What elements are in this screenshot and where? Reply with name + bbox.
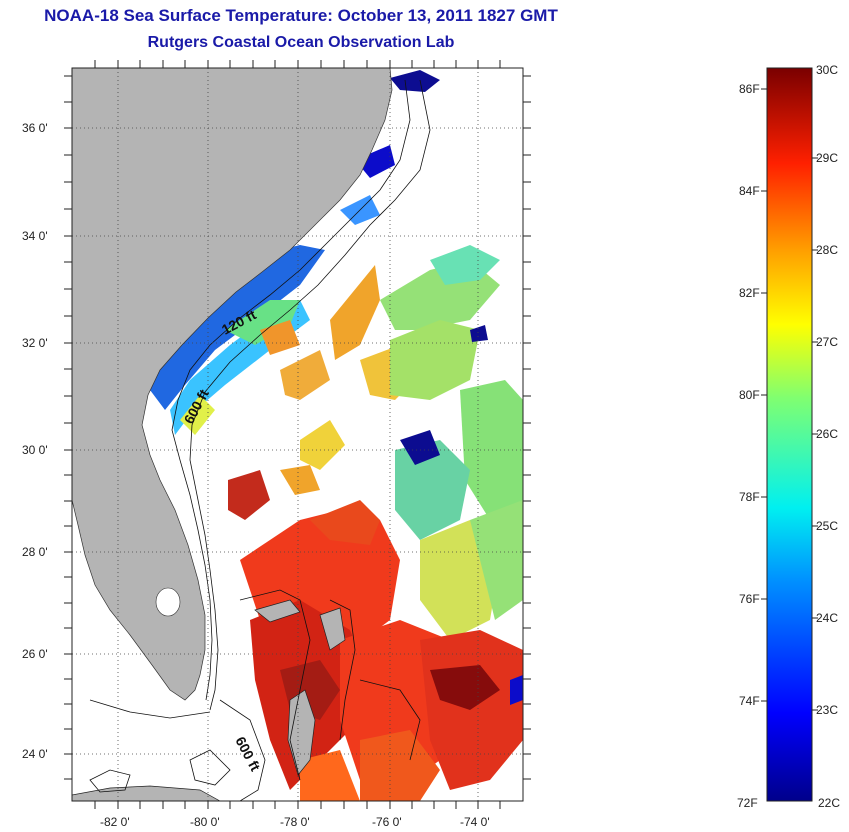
colorbar-label-74f: 74F [739,694,760,708]
colorbar-label-78f: 78F [739,490,760,504]
island-grand-bahama [254,599,301,623]
land-cuba [72,785,221,801]
island-abaco [319,607,346,651]
lon-label-74: -74 0' [460,815,490,829]
colorbar-label-86f: 86F [739,82,760,96]
colorbar-label-29c: 29C [816,151,838,165]
lon-label-80: -80 0' [190,815,220,829]
colorbar-label-27c: 27C [816,335,838,349]
colorbar [766,67,813,802]
lon-label-76: -76 0' [372,815,402,829]
lat-label-24: 24 0' [22,747,48,761]
lake-okeechobee [155,587,181,617]
colorbar-label-72f: 72F [737,796,758,810]
colorbar-label-80f: 80F [739,388,760,402]
colorbar-label-82f: 82F [739,286,760,300]
lat-label-36: 36 0' [22,121,48,135]
lat-label-32: 32 0' [22,336,48,350]
lon-label-78: -78 0' [280,815,310,829]
colorbar-label-22c: 22C [818,796,840,810]
sst-data-layer [150,70,523,801]
lat-label-28: 28 0' [22,545,48,559]
colorbar-label-24c: 24C [816,611,838,625]
lon-label-82: -82 0' [100,815,130,829]
colorbar-label-28c: 28C [816,243,838,257]
lat-label-26: 26 0' [22,647,48,661]
lat-label-34: 34 0' [22,229,48,243]
land-mass [72,68,393,701]
lat-label-30: 30 0' [22,443,48,457]
colorbar-label-76f: 76F [739,592,760,606]
axis-ticks [64,60,531,809]
colorbar-label-30c: 30C [816,63,838,77]
colorbar-ticks [761,88,818,711]
map-title: NOAA-18 Sea Surface Temperature: October… [44,6,558,25]
colorbar-label-84f: 84F [739,184,760,198]
colorbar-label-23c: 23C [816,703,838,717]
colorbar-label-25c: 25C [816,519,838,533]
map-subtitle: Rutgers Coastal Ocean Observation Lab [147,34,455,51]
colorbar-label-26c: 26C [816,427,838,441]
